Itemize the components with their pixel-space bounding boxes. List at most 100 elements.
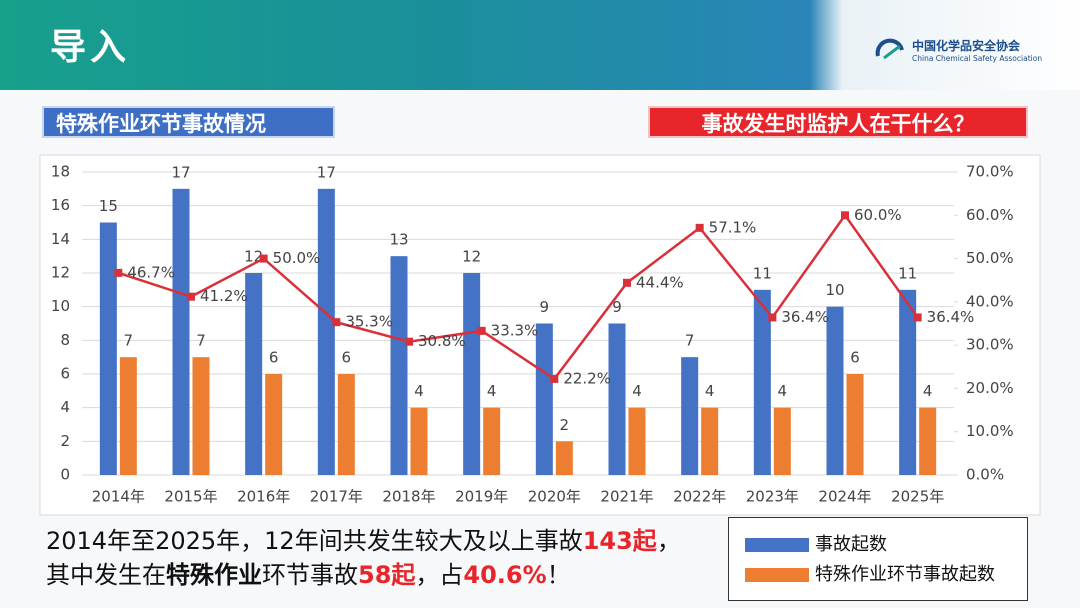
y-tick-label: 10 bbox=[51, 297, 70, 315]
y2-tick-label: 20.0% bbox=[966, 379, 1014, 397]
summary-text: 143起 bbox=[582, 527, 657, 555]
summary-text: 58起 bbox=[358, 561, 416, 589]
bar bbox=[846, 374, 864, 475]
line-label: 41.2% bbox=[200, 287, 248, 305]
summary: 2014年至2025年，12年间共发生较大及以上事故143起， 其中发生在特殊作业… bbox=[46, 524, 681, 592]
x-tick-label: 2019年 bbox=[455, 488, 508, 506]
line-label: 50.0% bbox=[273, 249, 321, 267]
y2-tick-label: 50.0% bbox=[966, 249, 1014, 267]
legend-swatch bbox=[745, 568, 809, 582]
line-marker bbox=[259, 254, 268, 263]
line-marker bbox=[550, 374, 559, 383]
bar-label: 9 bbox=[612, 298, 622, 316]
legend-swatch bbox=[745, 538, 809, 552]
line-label: 36.4% bbox=[927, 308, 975, 326]
line-label: 57.1% bbox=[709, 218, 757, 236]
y-tick-label: 4 bbox=[60, 398, 70, 416]
line-marker bbox=[695, 223, 704, 232]
y2-tick-label: 70.0% bbox=[966, 163, 1014, 181]
bar-label: 2 bbox=[560, 416, 570, 434]
bar-label: 7 bbox=[685, 332, 695, 350]
bar bbox=[899, 289, 917, 475]
bar-label: 15 bbox=[99, 197, 118, 215]
y-tick-label: 0 bbox=[60, 466, 70, 484]
bar bbox=[701, 407, 719, 475]
bar bbox=[119, 357, 137, 475]
bar bbox=[99, 222, 117, 475]
bar bbox=[753, 289, 771, 475]
bar-label: 10 bbox=[825, 281, 844, 299]
summary-text: 其中发生在 bbox=[46, 561, 166, 589]
y2-tick-label: 60.0% bbox=[966, 206, 1014, 224]
bar-label: 7 bbox=[196, 332, 206, 350]
line-label: 22.2% bbox=[563, 369, 611, 387]
summary-text: 40.6% bbox=[463, 561, 547, 589]
bar-label: 12 bbox=[462, 248, 481, 266]
line-marker bbox=[332, 318, 341, 327]
summary-line: 其中发生在特殊作业环节事故58起，占40.6%！ bbox=[46, 558, 681, 592]
bar bbox=[483, 407, 501, 475]
bar bbox=[410, 407, 428, 475]
line-marker bbox=[477, 326, 486, 335]
x-tick-label: 2020年 bbox=[528, 488, 581, 506]
bar-label: 4 bbox=[705, 382, 715, 400]
x-tick-label: 2023年 bbox=[746, 488, 799, 506]
y-tick-label: 8 bbox=[60, 331, 70, 349]
line-label: 30.8% bbox=[418, 332, 466, 350]
legend: 事故起数特殊作业环节事故起数 bbox=[728, 517, 1028, 601]
bar-label: 6 bbox=[850, 349, 860, 367]
x-tick-label: 2022年 bbox=[673, 488, 726, 506]
bar bbox=[608, 323, 626, 475]
y-tick-label: 6 bbox=[60, 365, 70, 383]
bar-label: 4 bbox=[632, 382, 642, 400]
y2-tick-label: 10.0% bbox=[966, 422, 1014, 440]
line-label: 46.7% bbox=[127, 263, 175, 281]
x-tick-label: 2021年 bbox=[600, 488, 653, 506]
x-tick-label: 2016年 bbox=[237, 488, 290, 506]
x-tick-label: 2015年 bbox=[164, 488, 217, 506]
bar bbox=[628, 407, 646, 475]
line-marker bbox=[114, 268, 123, 277]
bar bbox=[535, 323, 553, 475]
bar-label: 4 bbox=[414, 382, 424, 400]
line-label: 60.0% bbox=[854, 206, 902, 224]
y-tick-label: 12 bbox=[51, 264, 70, 282]
summary-text: ， bbox=[656, 527, 681, 555]
y2-tick-label: 30.0% bbox=[966, 336, 1014, 354]
legend-label: 特殊作业环节事故起数 bbox=[815, 564, 995, 585]
y-tick-label: 14 bbox=[51, 230, 70, 248]
bar bbox=[337, 374, 355, 475]
summary-text: 特殊作业 bbox=[166, 561, 262, 589]
bar bbox=[681, 357, 699, 475]
line bbox=[117, 213, 919, 381]
bar-label: 6 bbox=[342, 349, 352, 367]
header-band: 导入 中国化学品安全协会 China Chemical Safety Assoc… bbox=[0, 0, 1080, 90]
logo-cn: 中国化学品安全协会 bbox=[912, 39, 1021, 53]
x-tick-label: 2014年 bbox=[92, 488, 145, 506]
bar-label: 13 bbox=[389, 231, 408, 249]
slide-title: 导入 bbox=[50, 27, 131, 68]
line-marker bbox=[187, 292, 195, 301]
line-marker bbox=[623, 278, 631, 287]
bar-label: 9 bbox=[540, 298, 550, 316]
logo-icon bbox=[875, 38, 904, 60]
legend-entry: 特殊作业环节事故起数 bbox=[745, 560, 995, 586]
legend-entry: 事故起数 bbox=[745, 530, 887, 556]
line-label: 44.4% bbox=[636, 273, 684, 291]
line-label: 35.3% bbox=[345, 313, 393, 331]
bar-label: 4 bbox=[487, 382, 497, 400]
section-tag: 特殊作业环节事故情况 bbox=[42, 106, 335, 138]
bar bbox=[773, 407, 791, 475]
legend-label: 事故起数 bbox=[815, 534, 887, 555]
bar bbox=[390, 256, 408, 475]
bar-label: 7 bbox=[124, 332, 134, 350]
bar-label: 11 bbox=[898, 264, 917, 282]
line-label: 36.4% bbox=[781, 308, 829, 326]
bar bbox=[555, 441, 573, 475]
bar-label: 17 bbox=[317, 163, 336, 181]
bar bbox=[317, 188, 335, 476]
x-tick-label: 2025年 bbox=[891, 488, 944, 506]
logo-en: China Chemical Safety Association bbox=[912, 54, 1043, 63]
bar bbox=[245, 273, 263, 475]
